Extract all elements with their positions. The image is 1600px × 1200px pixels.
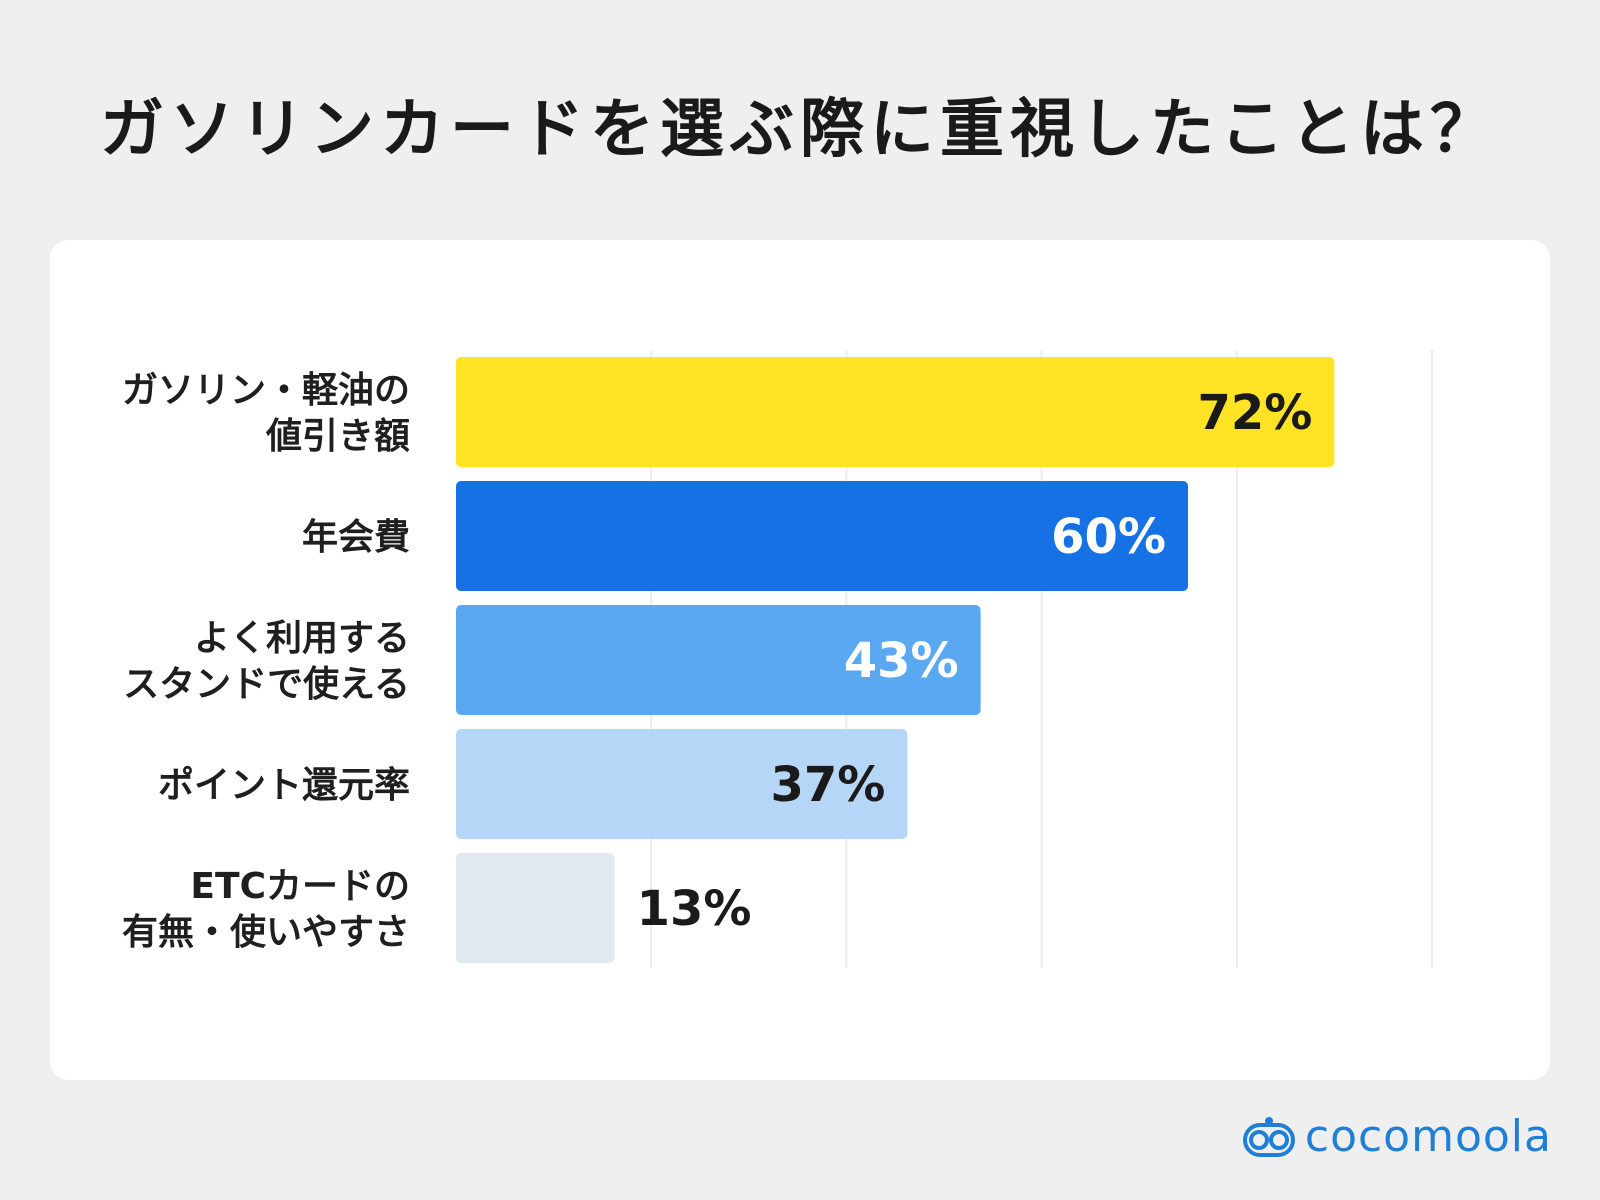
bars bbox=[456, 357, 1335, 963]
category-label: ETCカードの有無・使いやすさ bbox=[122, 866, 410, 953]
category-label: ガソリン・軽油の値引き額 bbox=[122, 370, 410, 457]
value-label: 13% bbox=[637, 881, 752, 937]
bar bbox=[456, 729, 908, 839]
category-label: 年会費 bbox=[302, 517, 410, 558]
category-label-line: 有無・使いやすさ bbox=[122, 912, 410, 953]
value-label: 60% bbox=[1051, 509, 1166, 565]
bar bbox=[456, 605, 981, 715]
category-label-line: ポイント還元率 bbox=[158, 764, 410, 806]
cocomoola-logo-icon bbox=[1242, 1116, 1295, 1157]
brand-name: cocomoola bbox=[1304, 1111, 1552, 1162]
labels: ガソリン・軽油の値引き額 72% 年会費 60% よく利用するスタンドで使える 43% ポイ… bbox=[122, 370, 1312, 953]
category-label-line: よく利用する bbox=[194, 618, 410, 659]
bar bbox=[456, 481, 1188, 591]
category-label-line: 値引き額 bbox=[265, 416, 410, 457]
value-label: 72% bbox=[1198, 385, 1313, 441]
bar bbox=[456, 357, 1335, 467]
category-label: よく利用するスタンドで使える bbox=[123, 618, 410, 705]
category-label-line: ガソリン・軽油の bbox=[122, 370, 410, 411]
value-label: 43% bbox=[844, 633, 959, 689]
value-label: 37% bbox=[771, 757, 886, 813]
category-label: ポイント還元率 bbox=[158, 764, 410, 806]
chart-title: ガソリンカードを選ぶ際に重視したことは？ bbox=[100, 93, 1500, 167]
category-label-line: スタンドで使える bbox=[123, 664, 410, 705]
category-label-line: 年会費 bbox=[302, 517, 410, 558]
bar bbox=[456, 853, 615, 963]
brand-logo: cocomoola bbox=[1241, 1111, 1552, 1162]
category-label-line: ETCカードの bbox=[190, 866, 410, 907]
